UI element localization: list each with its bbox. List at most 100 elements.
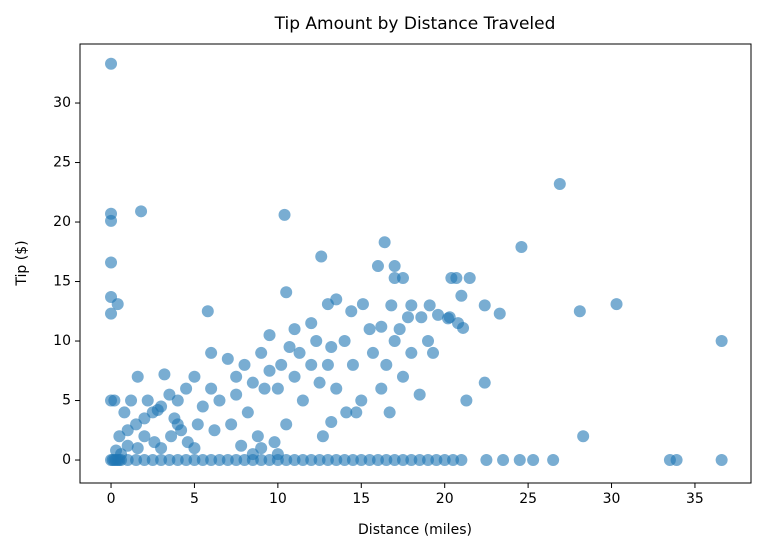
point <box>610 298 623 311</box>
x-tick-label: 30 <box>603 491 621 507</box>
plot-frame <box>79 43 752 484</box>
point <box>313 376 326 389</box>
x-tick-label: 15 <box>352 491 370 507</box>
point <box>447 454 460 467</box>
point <box>388 260 401 273</box>
point <box>131 370 144 383</box>
point <box>230 388 243 401</box>
point <box>715 454 728 467</box>
point <box>355 394 368 407</box>
point <box>271 454 284 467</box>
y-tick-label: 5 <box>62 393 71 409</box>
point <box>355 454 368 467</box>
point <box>422 454 435 467</box>
point <box>238 358 251 371</box>
x-tick-label: 10 <box>269 491 287 507</box>
point <box>388 454 401 467</box>
point <box>547 454 560 467</box>
point <box>113 430 126 443</box>
point <box>280 454 293 467</box>
point <box>235 439 248 452</box>
point <box>452 317 465 330</box>
point <box>138 412 151 425</box>
point <box>280 286 293 299</box>
point <box>427 346 440 359</box>
y-tick-label: 25 <box>53 155 71 171</box>
point <box>455 454 468 467</box>
point <box>345 305 358 318</box>
point <box>463 271 476 284</box>
point <box>455 289 468 302</box>
point <box>325 415 338 428</box>
point <box>188 442 201 455</box>
point <box>196 454 209 467</box>
point <box>432 308 445 321</box>
point <box>121 424 134 437</box>
point <box>205 382 218 395</box>
point <box>350 406 363 419</box>
point <box>296 394 309 407</box>
point <box>108 394 121 407</box>
point <box>138 430 151 443</box>
point <box>163 454 176 467</box>
point <box>293 346 306 359</box>
y-tick-label: 20 <box>53 214 71 230</box>
point <box>188 454 201 467</box>
point <box>338 454 351 467</box>
point <box>422 335 435 348</box>
point <box>221 352 234 365</box>
point <box>375 382 388 395</box>
point <box>130 418 143 431</box>
point <box>105 57 118 70</box>
point <box>460 394 473 407</box>
point <box>180 382 193 395</box>
point <box>171 454 184 467</box>
point <box>188 370 201 383</box>
point <box>393 323 406 336</box>
point <box>321 358 334 371</box>
point <box>263 364 276 377</box>
point <box>238 454 251 467</box>
point <box>288 323 301 336</box>
point <box>105 307 118 320</box>
point <box>163 388 176 401</box>
point <box>288 454 301 467</box>
point <box>423 299 436 312</box>
point <box>715 335 728 348</box>
point <box>283 340 296 353</box>
point <box>316 430 329 443</box>
point <box>246 454 259 467</box>
point <box>363 323 376 336</box>
x-tick-label: 0 <box>107 491 116 507</box>
point <box>130 454 143 467</box>
x-tick-label: 20 <box>436 491 454 507</box>
x-axis-label: Distance (miles) <box>358 522 472 538</box>
point <box>255 346 268 359</box>
point <box>383 406 396 419</box>
point <box>313 454 326 467</box>
point <box>388 271 401 284</box>
point <box>171 418 184 431</box>
point <box>363 454 376 467</box>
point <box>263 454 276 467</box>
point <box>275 358 288 371</box>
point <box>131 442 144 455</box>
point <box>573 305 586 318</box>
point <box>396 454 409 467</box>
point <box>118 406 131 419</box>
point <box>230 454 243 467</box>
point <box>251 430 264 443</box>
point <box>380 454 393 467</box>
point <box>405 299 418 312</box>
point <box>330 382 343 395</box>
point <box>241 406 254 419</box>
point <box>340 406 353 419</box>
point <box>201 305 214 318</box>
point <box>371 260 384 273</box>
point <box>497 454 510 467</box>
point <box>438 454 451 467</box>
x-tick-label: 25 <box>519 491 537 507</box>
point <box>375 320 388 333</box>
point <box>125 394 138 407</box>
